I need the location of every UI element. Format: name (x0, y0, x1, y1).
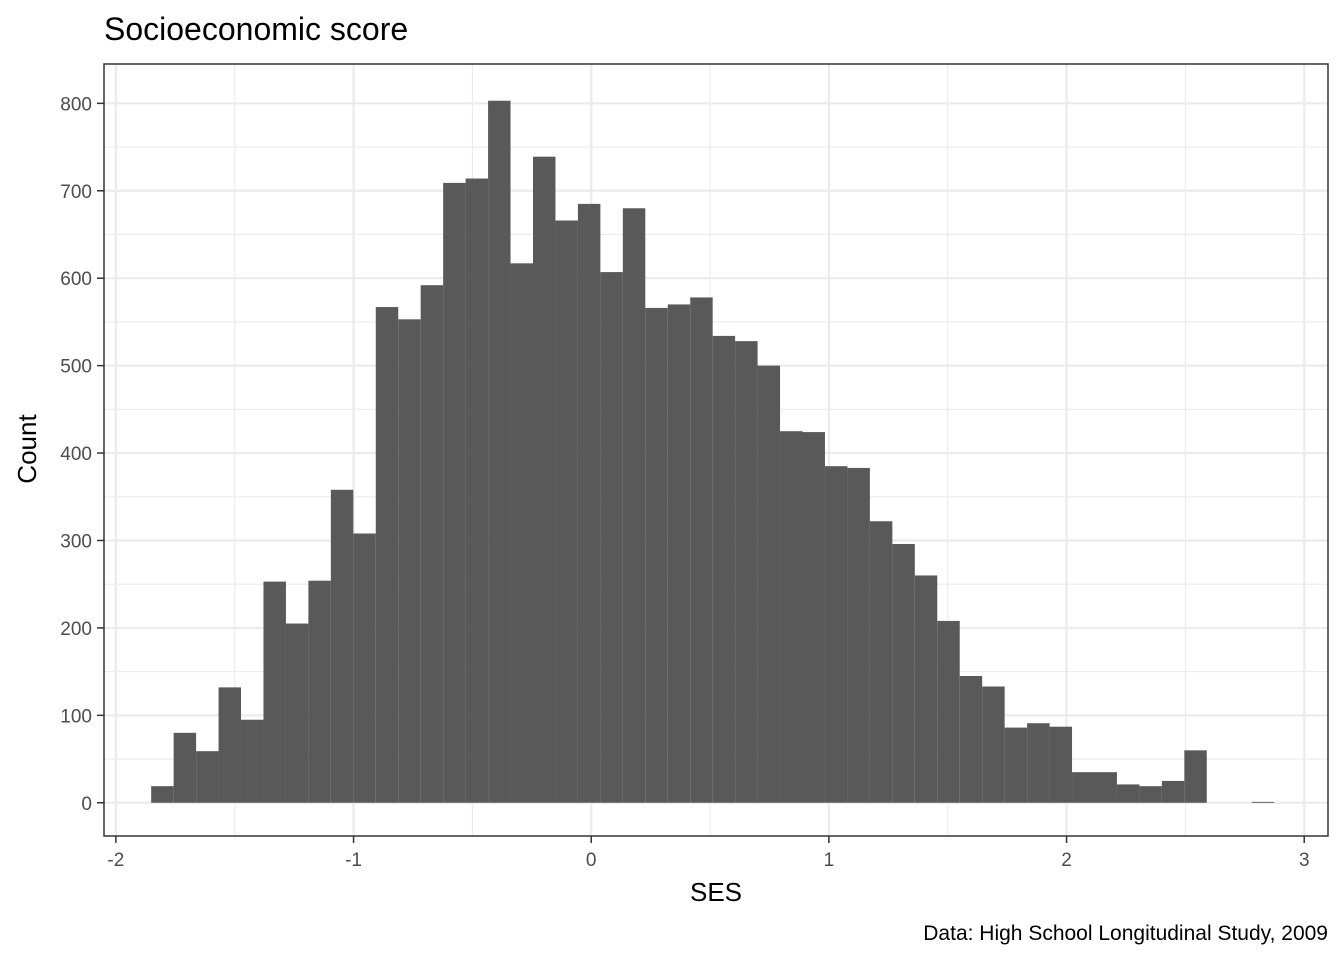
y-tick-label: 700 (60, 182, 92, 203)
chart-caption: Data: High School Longitudinal Study, 20… (923, 922, 1328, 945)
histogram-bar (982, 686, 1005, 803)
histogram-bar (869, 521, 893, 803)
x-tick-label: 3 (1299, 850, 1310, 871)
histogram-bar (712, 335, 736, 803)
y-tick-label: 0 (81, 794, 92, 815)
y-tick-label: 300 (60, 531, 92, 552)
x-tick-label: -1 (345, 850, 362, 871)
histogram-bar (173, 732, 197, 803)
histogram-bar (1251, 801, 1275, 803)
x-tick-label: -2 (107, 850, 124, 871)
histogram-bar (1139, 786, 1162, 803)
histogram-bar (465, 178, 489, 803)
histogram-bar (1004, 727, 1028, 803)
panel-border (103, 63, 1329, 837)
histogram-bar (780, 431, 803, 803)
y-tick-label: 100 (60, 706, 92, 727)
histogram-bar (196, 751, 219, 803)
y-tick-label: 600 (60, 269, 92, 290)
histogram-bar (241, 719, 264, 803)
histogram-bar (824, 466, 848, 803)
histogram-bar (735, 341, 758, 803)
x-axis-label: SES (690, 877, 742, 907)
histogram-bar (1072, 772, 1095, 803)
histogram-bar (285, 623, 309, 803)
histogram-bar (1027, 723, 1050, 803)
histogram-bar (690, 297, 713, 803)
histogram-bar (937, 620, 960, 803)
y-tick-label: 200 (60, 619, 92, 640)
histogram-bar (645, 307, 668, 803)
histogram-bar (375, 307, 399, 803)
histogram-bar (757, 365, 781, 803)
histogram-bar (532, 156, 556, 803)
histogram-bar (1116, 784, 1140, 803)
histogram-bar (600, 272, 623, 803)
y-axis-label: Count (12, 414, 42, 484)
histogram-bar (959, 676, 983, 803)
x-tick-label: 2 (1061, 850, 1072, 871)
histogram-bar (510, 263, 533, 803)
histogram-bar (308, 580, 331, 803)
y-tick-label: 800 (60, 94, 92, 115)
axis-ticks: -2 -1 0 1 2 3 0 100 200 300 400 500 600 700 800 (60, 94, 1309, 871)
chart-title: Socioeconomic score (104, 11, 408, 47)
histogram-bar (1184, 750, 1207, 803)
histogram-bar (577, 203, 601, 803)
histogram-bar (488, 100, 511, 803)
y-tick-label: 400 (60, 444, 92, 465)
x-tick-label: 0 (586, 850, 597, 871)
histogram-bar (1161, 780, 1185, 803)
histogram-bar (667, 304, 691, 803)
histogram-bar (1049, 726, 1073, 803)
histogram-bar (330, 489, 354, 803)
histogram-bar (802, 432, 825, 803)
histogram-bar (398, 319, 421, 803)
histogram-bar (1094, 772, 1117, 803)
histogram-bar (420, 285, 444, 803)
x-tick-label: 1 (824, 850, 835, 871)
histogram-bar (353, 533, 376, 803)
histogram-bar (555, 220, 578, 803)
histogram-bar (847, 467, 870, 803)
histogram-bar (892, 543, 915, 803)
histogram-bar (263, 581, 286, 803)
histogram-bar (622, 208, 646, 803)
y-tick-label: 500 (60, 357, 92, 378)
histogram-bar (914, 575, 938, 803)
histogram-bar (443, 182, 466, 803)
histogram-bar (218, 687, 242, 803)
histogram-bar (151, 786, 174, 803)
histogram-bars (151, 100, 1275, 803)
